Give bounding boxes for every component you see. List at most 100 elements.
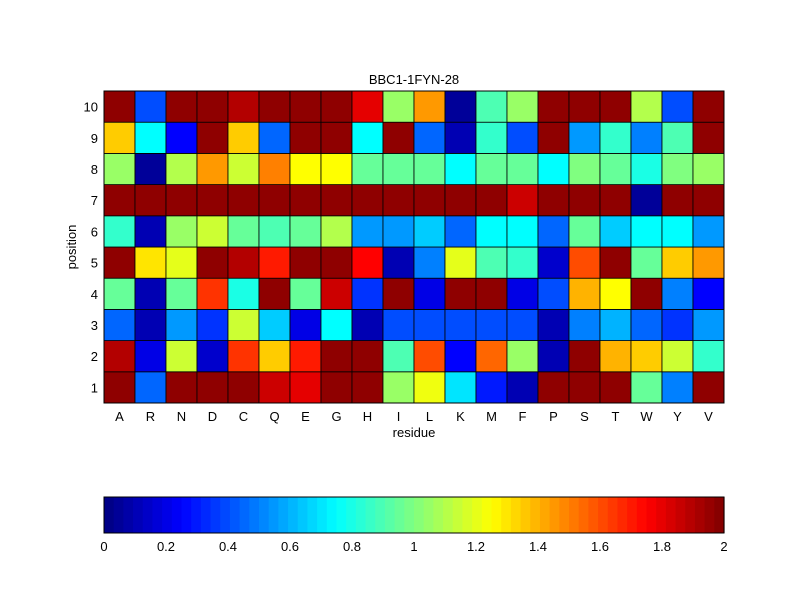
heatmap-cell [351, 121, 384, 154]
heatmap-cell [351, 184, 384, 217]
heatmap-cell [413, 121, 446, 154]
heatmap-cell [103, 90, 136, 123]
x-tick-label: V [704, 409, 713, 424]
heatmap-cell [599, 308, 632, 341]
heatmap-cell [196, 371, 229, 404]
heatmap-cell [382, 152, 415, 185]
heatmap-cell [103, 184, 136, 217]
colorbar-tick-label: 0 [100, 539, 107, 554]
heatmap-cell [134, 308, 167, 341]
heatmap-cell [475, 340, 508, 373]
heatmap-cell [506, 121, 539, 154]
heatmap-cell [568, 340, 601, 373]
heatmap-cell [351, 308, 384, 341]
colorbar-swatch [355, 497, 367, 533]
heatmap-cell [568, 215, 601, 248]
heatmap-cell [134, 340, 167, 373]
x-tick-label: M [486, 409, 497, 424]
heatmap-cell [320, 308, 353, 341]
heatmap-cell [692, 215, 725, 248]
heatmap-cell [320, 90, 353, 123]
y-tick-label: 1 [91, 380, 98, 395]
heatmap-cell [196, 215, 229, 248]
heatmap-cell [661, 90, 694, 123]
heatmap-cell [227, 371, 260, 404]
heatmap-cell [661, 277, 694, 310]
heatmap-cell [692, 152, 725, 185]
colorbar-swatch [249, 497, 260, 533]
heatmap-cell [413, 340, 446, 373]
heatmap-cell [258, 277, 291, 310]
heatmap-cell [475, 308, 508, 341]
y-tick-label: 5 [91, 256, 98, 271]
heatmap-cell [103, 371, 136, 404]
colorbar-tick-labels: 0 0.2 0.4 0.6 0.8 1 1.2 1.4 1.6 1.8 2 [100, 539, 727, 554]
heatmap-cell [165, 340, 198, 373]
heatmap-cell [630, 308, 663, 341]
heatmap-cell [165, 246, 198, 279]
heatmap-cell [289, 121, 322, 154]
colorbar-swatch [472, 497, 483, 533]
y-tick-label: 3 [91, 318, 98, 333]
colorbar-swatch [491, 497, 502, 533]
heatmap-cell [382, 277, 415, 310]
heatmap-cell [351, 277, 384, 310]
heatmap-cell [289, 152, 322, 185]
colorbar-swatch [656, 497, 667, 533]
heatmap-cell [134, 184, 167, 217]
x-tick-label: P [549, 409, 558, 424]
colorbar-swatch [210, 497, 221, 533]
heatmap-cell [134, 371, 167, 404]
heatmap-cell [630, 184, 663, 217]
heatmap-cell [351, 340, 384, 373]
colorbar-swatch [384, 497, 396, 533]
heatmap-cell [165, 277, 198, 310]
colorbar-swatch [133, 497, 144, 533]
heatmap-cell [165, 121, 198, 154]
colorbar-swatch [346, 497, 357, 533]
heatmap-cell [134, 277, 167, 310]
y-tick-labels: 1 2 3 4 5 6 7 8 9 10 [84, 100, 98, 396]
heatmap-cell [444, 371, 477, 404]
heatmap-cell [351, 215, 384, 248]
colorbar-tick-label: 2 [720, 539, 727, 554]
heatmap-cell [506, 90, 539, 123]
colorbar-tick-label: 0.8 [343, 539, 361, 554]
heatmap-cell [630, 246, 663, 279]
colorbar-swatch [675, 497, 686, 533]
colorbar-swatch [452, 497, 464, 533]
heatmap-cell [103, 277, 136, 310]
plot-frame [103, 90, 725, 404]
heatmap-cell [599, 340, 632, 373]
heatmap-cell [692, 184, 725, 217]
colorbar-swatch [569, 497, 580, 533]
heatmap-cell [165, 184, 198, 217]
heatmap-cell [568, 152, 601, 185]
heatmap-cell [165, 90, 198, 123]
colorbar-swatch [627, 497, 638, 533]
heatmap-cell [134, 90, 167, 123]
heatmap-cell [196, 340, 229, 373]
colorbar-swatch [336, 497, 347, 533]
colorbar-tick-label: 0.2 [157, 539, 175, 554]
colorbar-swatch [259, 497, 270, 533]
heatmap-cell [630, 371, 663, 404]
colorbar-swatch [588, 497, 599, 533]
heatmap-cell [661, 121, 694, 154]
x-tick-label: T [612, 409, 620, 424]
heatmap-cell [258, 184, 291, 217]
heatmap-cell [568, 277, 601, 310]
heatmap-cell [537, 121, 570, 154]
heatmap-cell [320, 215, 353, 248]
heatmap-cell [661, 340, 694, 373]
colorbar-swatch [510, 497, 522, 533]
x-tick-label: R [146, 409, 155, 424]
colorbar-swatch [646, 497, 657, 533]
heatmap-cell [599, 246, 632, 279]
heatmap-cell [692, 340, 725, 373]
colorbar-swatch [375, 497, 386, 533]
heatmap-cell [351, 371, 384, 404]
heatmap-cell [196, 246, 229, 279]
x-tick-label: S [580, 409, 589, 424]
